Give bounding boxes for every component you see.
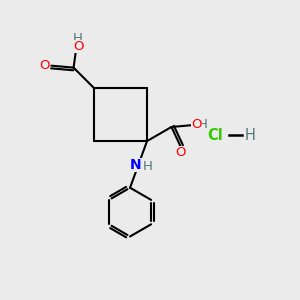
Text: O: O <box>175 146 186 159</box>
Text: O: O <box>74 40 84 53</box>
Text: Cl: Cl <box>208 128 223 142</box>
Text: N: N <box>130 158 142 172</box>
Text: O: O <box>191 118 202 131</box>
Text: H: H <box>198 118 208 130</box>
Text: H: H <box>143 160 153 173</box>
Text: O: O <box>40 59 50 72</box>
Text: H: H <box>73 32 83 46</box>
Text: H: H <box>244 128 255 142</box>
